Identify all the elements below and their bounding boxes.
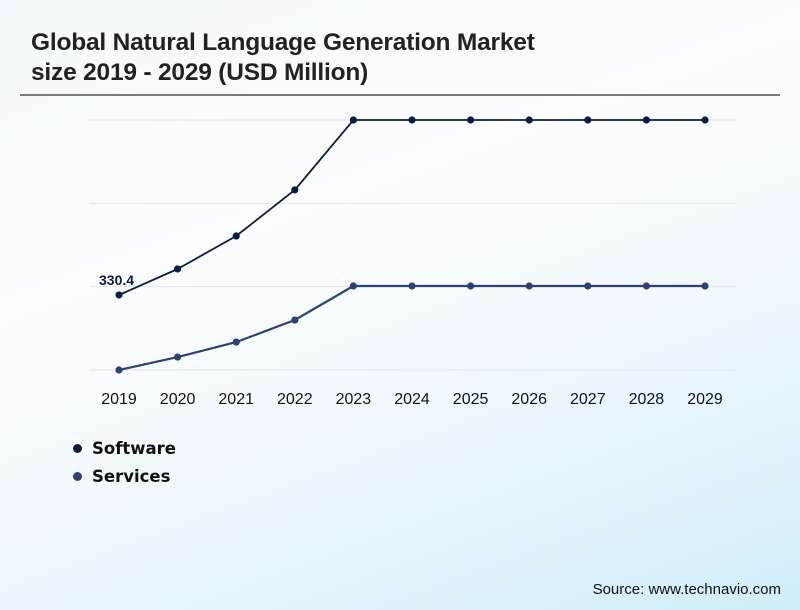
data-point-services [291, 316, 299, 324]
data-point-software [525, 116, 533, 124]
chart-title: Global Natural Language Generation Marke… [31, 28, 751, 88]
data-point-services [232, 338, 240, 346]
data-point-services [115, 366, 123, 374]
x-tick-label: 2022 [277, 391, 313, 408]
legend-item-services[interactable]: Services [73, 462, 176, 490]
legend-item-software[interactable]: Software [73, 434, 176, 462]
x-tick-label: 2019 [101, 391, 137, 408]
x-tick-label: 2025 [453, 391, 489, 408]
data-point-services [408, 282, 416, 290]
x-tick-label: 2021 [218, 391, 254, 408]
series-line-software [118, 119, 705, 296]
data-point-software [467, 116, 475, 124]
x-tick-label: 2028 [629, 391, 665, 408]
x-tick-label: 2027 [570, 391, 606, 408]
x-tick-label: 2026 [511, 391, 547, 408]
data-point-services [349, 282, 357, 290]
data-label: 330.4 [99, 272, 134, 288]
data-point-software [701, 116, 709, 124]
data-point-services [467, 282, 475, 290]
chart-title-line-1: Global Natural Language Generation Marke… [31, 29, 535, 56]
gridlines [90, 119, 736, 371]
x-tick-label: 2023 [336, 391, 372, 408]
legend-dot-icon [73, 443, 82, 453]
data-point-software [408, 116, 416, 124]
data-point-services [584, 282, 592, 290]
x-axis-ticks: 2019 2020 2021 2022 2023 2024 2025 2026 2027 2028… [101, 391, 723, 408]
data-point-software [115, 291, 123, 299]
title-divider [20, 94, 780, 96]
series-line-services [118, 284, 705, 372]
x-tick-label: 2029 [687, 391, 723, 408]
x-tick-label: 2024 [394, 391, 430, 408]
data-point-services [701, 282, 709, 290]
data-point-services [642, 282, 651, 290]
legend: Software Services [73, 434, 176, 490]
data-point-services [525, 282, 533, 290]
x-tick-label: 2020 [160, 391, 196, 408]
data-point-software [232, 232, 240, 240]
legend-label: Services [92, 466, 171, 486]
source-credit: Source: www.technavio.com [592, 581, 781, 598]
data-point-software [584, 116, 592, 124]
data-labels: 330.4 [99, 272, 134, 288]
data-point-software [174, 265, 182, 273]
chart-title-line-2: size 2019 - 2029 (USD Million) [31, 59, 369, 86]
legend-label: Software [92, 438, 176, 458]
legend-dot-icon [73, 471, 82, 481]
data-point-software [291, 186, 299, 194]
data-point-software [642, 116, 651, 124]
data-point-services [174, 353, 182, 361]
series-points [115, 116, 709, 374]
data-point-software [349, 116, 357, 124]
series-lines [118, 119, 705, 372]
